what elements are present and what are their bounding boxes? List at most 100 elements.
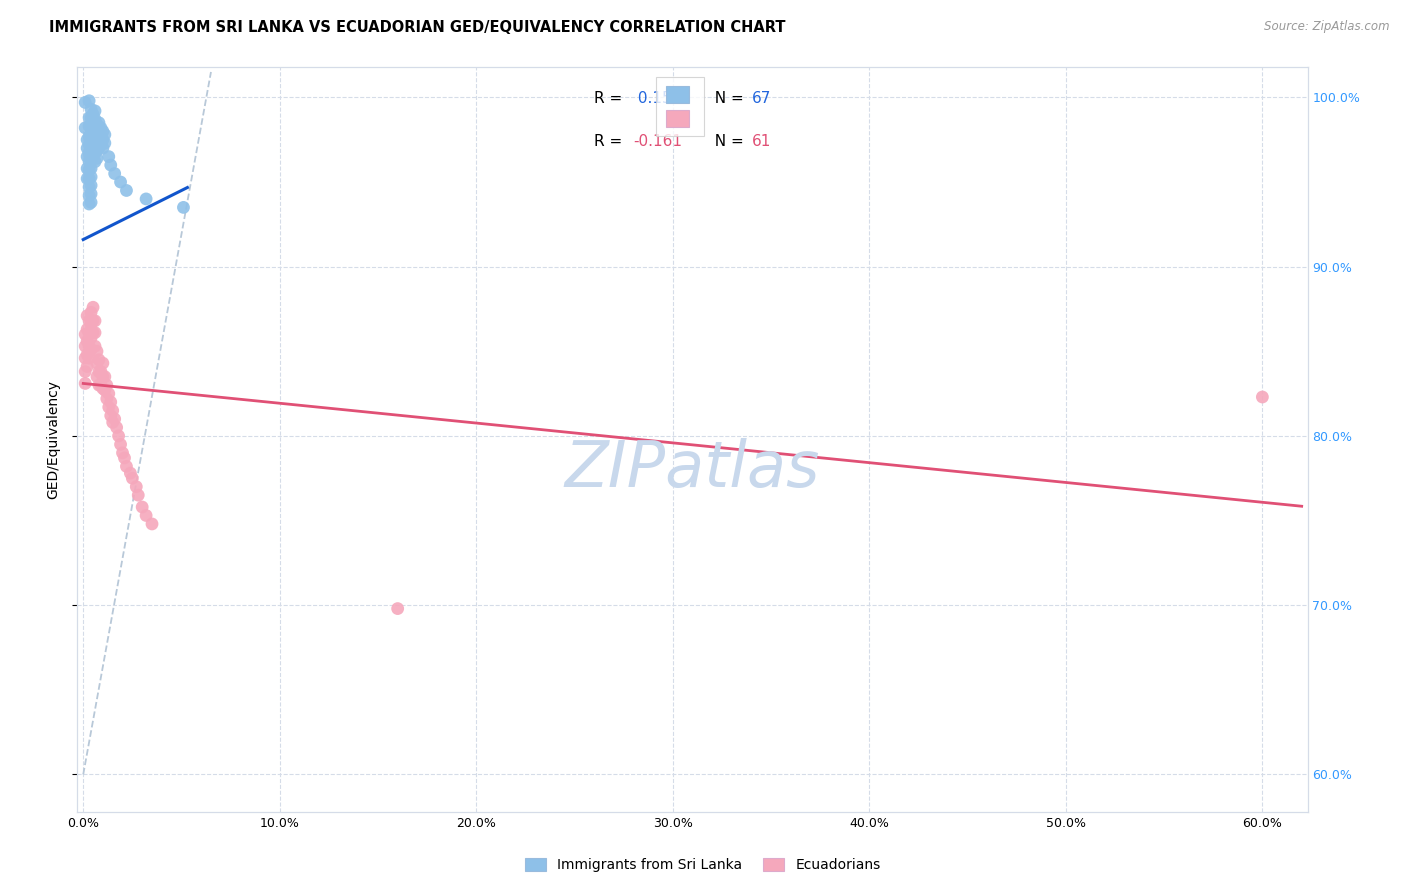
- Point: [80, 136, 103, 150]
- Point: [91, 382, 114, 396]
- Point: [91, 141, 114, 155]
- Point: [77, 171, 100, 186]
- Point: [120, 466, 142, 480]
- Point: [75, 95, 97, 110]
- Point: [101, 416, 124, 430]
- Point: [86, 356, 108, 370]
- Point: [105, 420, 128, 434]
- Legend: , : ,: [657, 77, 704, 136]
- Point: [77, 180, 100, 194]
- Point: [90, 365, 112, 379]
- Point: [111, 446, 134, 460]
- Point: [90, 378, 112, 392]
- Point: [77, 188, 100, 202]
- Point: [84, 103, 107, 118]
- Text: N =: N =: [704, 134, 748, 149]
- Point: [100, 395, 122, 409]
- Point: [96, 378, 118, 392]
- Point: [76, 161, 98, 176]
- Text: 0.155: 0.155: [634, 91, 682, 106]
- Point: [101, 403, 124, 417]
- Point: [76, 334, 98, 348]
- Point: [87, 378, 110, 392]
- Point: [97, 400, 120, 414]
- Point: [121, 471, 143, 485]
- Point: [87, 116, 110, 130]
- Point: [75, 365, 97, 379]
- Point: [104, 412, 127, 426]
- Text: R =: R =: [595, 134, 627, 149]
- Point: [76, 322, 98, 336]
- Point: [110, 437, 132, 451]
- Point: [77, 146, 100, 161]
- Point: [87, 133, 110, 147]
- Point: [77, 111, 100, 125]
- Point: [97, 386, 120, 401]
- Point: [91, 124, 114, 138]
- Text: ZIPatlas: ZIPatlas: [565, 438, 820, 500]
- Point: [114, 450, 136, 465]
- Point: [84, 120, 107, 135]
- Point: [84, 137, 107, 152]
- Point: [75, 339, 97, 353]
- Point: [82, 326, 104, 340]
- Point: [77, 326, 100, 340]
- Point: [86, 344, 108, 359]
- Point: [125, 480, 148, 494]
- Point: [86, 143, 108, 157]
- Point: [75, 327, 97, 342]
- Point: [87, 352, 110, 367]
- Point: [76, 348, 98, 362]
- Y-axis label: GED/Equivalency: GED/Equivalency: [46, 380, 60, 499]
- Point: [90, 137, 112, 152]
- Point: [1251, 390, 1274, 404]
- Point: [86, 126, 108, 140]
- Point: [80, 305, 103, 319]
- Point: [84, 112, 107, 127]
- Point: [86, 134, 108, 148]
- Point: [82, 314, 104, 328]
- Point: [77, 314, 100, 328]
- Point: [80, 161, 103, 176]
- Point: [172, 201, 194, 215]
- Point: [75, 376, 97, 391]
- Point: [104, 167, 127, 181]
- Point: [131, 500, 153, 514]
- Point: [387, 601, 409, 615]
- Point: [82, 141, 104, 155]
- Point: [86, 151, 108, 165]
- Point: [86, 118, 108, 132]
- Point: [77, 197, 100, 211]
- Point: [97, 150, 120, 164]
- Point: [107, 429, 129, 443]
- Point: [77, 351, 100, 365]
- Point: [110, 175, 132, 189]
- Text: -0.161: -0.161: [634, 134, 682, 149]
- Point: [82, 107, 104, 121]
- Point: [80, 102, 103, 116]
- Point: [82, 133, 104, 147]
- Point: [82, 300, 104, 314]
- Point: [90, 120, 112, 135]
- Point: [80, 111, 103, 125]
- Point: [96, 392, 118, 406]
- Point: [100, 158, 122, 172]
- Point: [91, 356, 114, 370]
- Point: [91, 369, 114, 384]
- Point: [75, 120, 97, 135]
- Point: [80, 186, 103, 201]
- Point: [77, 129, 100, 144]
- Point: [80, 169, 103, 184]
- Point: [86, 369, 108, 384]
- Point: [135, 192, 157, 206]
- Point: [76, 309, 98, 323]
- Point: [127, 488, 149, 502]
- Point: [94, 136, 117, 150]
- Point: [80, 331, 103, 345]
- Point: [80, 145, 103, 159]
- Point: [94, 128, 117, 142]
- Point: [100, 409, 122, 423]
- Point: [80, 178, 103, 193]
- Point: [76, 133, 98, 147]
- Point: [84, 146, 107, 161]
